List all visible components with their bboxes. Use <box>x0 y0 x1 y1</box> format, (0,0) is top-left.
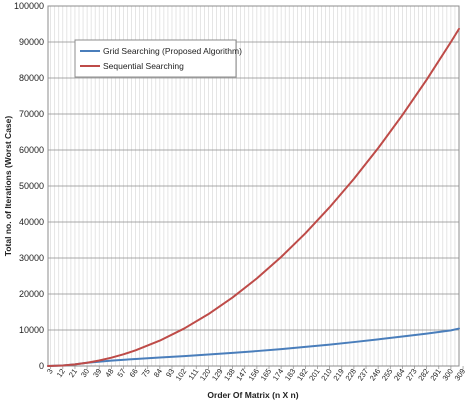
series-lines <box>47 27 460 367</box>
x-tick-label: 228 <box>343 367 358 382</box>
legend-box <box>74 39 237 78</box>
x-tick-label: 246 <box>368 367 383 382</box>
x-tick-label: 138 <box>222 367 237 382</box>
x-tick-label: 12 <box>55 367 67 379</box>
x-tick-label: 174 <box>271 367 286 382</box>
x-tick-label: 120 <box>198 367 213 382</box>
x-tick-label: 129 <box>210 367 225 382</box>
series-line-grid-searching <box>47 327 460 367</box>
x-tick-label: 39 <box>91 367 103 379</box>
legend-label-grid-searching: Grid Searching (Proposed Algorithm) <box>103 46 242 56</box>
y-tick-label: 0 <box>39 361 44 371</box>
y-tick-label: 20000 <box>19 289 44 299</box>
x-tick-label: 192 <box>295 367 310 382</box>
y-axis-ticks: 0 10000 20000 30000 40000 50000 60000 70000 8000… <box>14 1 44 371</box>
x-tick-label: 48 <box>103 367 115 379</box>
x-tick-label: 282 <box>416 367 431 382</box>
x-tick-label: 210 <box>319 367 334 382</box>
x-tick-label: 219 <box>331 367 346 382</box>
x-tick-label: 201 <box>307 367 322 382</box>
x-tick-label: 255 <box>380 367 395 382</box>
x-tick-label: 75 <box>140 367 152 379</box>
x-tick-label: 66 <box>128 367 140 379</box>
x-tick-label: 93 <box>164 367 176 379</box>
x-tick-label: 237 <box>356 367 371 382</box>
x-tick-label: 57 <box>115 367 127 379</box>
y-tick-label: 40000 <box>19 217 44 227</box>
x-tick-label: 165 <box>259 367 274 382</box>
x-tick-label: 102 <box>174 367 189 382</box>
plot-area-border <box>47 5 460 367</box>
legend-label-sequential-searching: Sequential Searching <box>103 61 184 71</box>
x-tick-label: 291 <box>428 367 443 382</box>
x-axis-ticks: 3 12 21 30 39 48 57 66 75 84 931021111201291381471… <box>45 366 467 382</box>
y-tick-label: 100000 <box>14 1 44 11</box>
x-tick-label: 156 <box>246 367 261 382</box>
x-tick-label: 111 <box>186 367 200 382</box>
x-tick-label: 147 <box>234 367 249 382</box>
y-tick-label: 30000 <box>19 253 44 263</box>
x-tick-label: 264 <box>392 367 407 382</box>
x-tick-label: 21 <box>67 367 79 379</box>
x-tick-label: 300 <box>441 367 456 382</box>
y-tick-label: 80000 <box>19 73 44 83</box>
y-tick-label: 90000 <box>19 37 44 47</box>
x-axis-title: Order Of Matrix (n X n) <box>207 390 298 400</box>
x-tick-label: 183 <box>283 367 298 382</box>
x-tick-label: 3 <box>45 367 55 376</box>
x-tick-label: 309 <box>453 367 468 382</box>
series-line-sequential-searching <box>47 27 460 367</box>
x-tick-label: 273 <box>404 367 419 382</box>
x-tick-label: 84 <box>152 367 164 379</box>
y-tick-label: 50000 <box>19 181 44 191</box>
y-tick-label: 60000 <box>19 145 44 155</box>
y-axis-title: Total no. of Iterations (Worst Case) <box>3 116 13 257</box>
y-tick-label: 10000 <box>19 325 44 335</box>
y-tick-label: 70000 <box>19 109 44 119</box>
x-tick-label: 30 <box>79 367 91 379</box>
legend: Grid Searching (Proposed Algorithm) Sequ… <box>74 39 242 78</box>
